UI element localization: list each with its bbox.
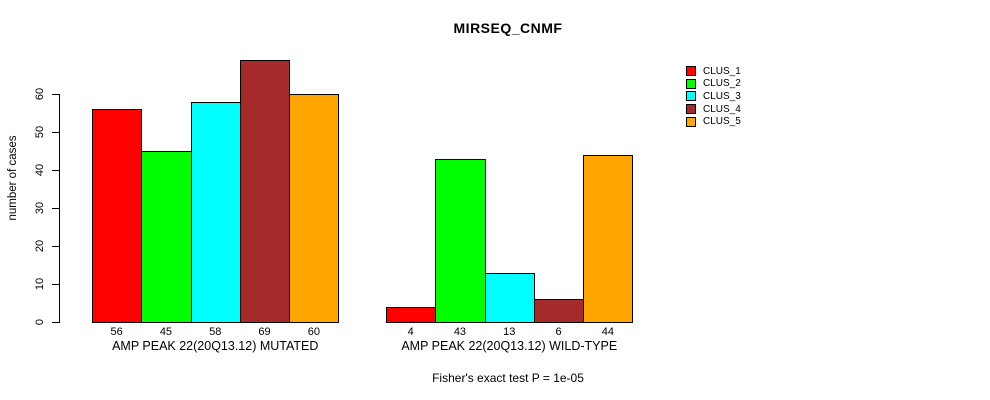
bar (484, 272, 535, 323)
legend-label: CLUS_4 (703, 103, 741, 115)
bar (190, 101, 241, 323)
bar-value-label: 13 (503, 326, 516, 338)
y-tick (52, 322, 59, 323)
bar (92, 109, 143, 323)
y-tick (52, 170, 59, 171)
legend-item: CLUS_5 (686, 115, 741, 128)
fisher-test-annotation: Fisher's exact test P = 1e-05 (432, 371, 584, 385)
legend-item: CLUS_2 (686, 78, 741, 91)
chart-title: MIRSEQ_CNMF (453, 20, 563, 36)
group-label: AMP PEAK 22(20Q13.12) WILD-TYPE (401, 339, 618, 353)
group-label: AMP PEAK 22(20Q13.12) MUTATED (112, 339, 319, 353)
legend-item: CLUS_3 (686, 90, 741, 103)
legend-swatch (686, 116, 696, 127)
bar-value-label: 69 (258, 326, 271, 338)
legend-label: CLUS_1 (703, 65, 741, 77)
legend-swatch (686, 66, 696, 77)
legend-label: CLUS_3 (703, 90, 741, 102)
bar-value-label: 43 (453, 326, 467, 338)
legend-item: CLUS_1 (686, 65, 741, 78)
y-tick (52, 284, 59, 285)
legend-swatch (686, 78, 696, 89)
y-tick-label: 40 (34, 163, 46, 177)
y-tick-label: 20 (34, 239, 46, 253)
bar (583, 154, 634, 323)
bar-value-label: 56 (110, 326, 123, 338)
y-tick (52, 94, 59, 95)
bar (239, 59, 291, 323)
bar-value-label: 6 (555, 326, 562, 338)
bar (386, 306, 437, 323)
legend-swatch (686, 104, 696, 115)
legend-label: CLUS_5 (703, 116, 741, 128)
bar-value-label: 60 (307, 326, 320, 338)
bar-value-label: 4 (407, 326, 414, 338)
y-tick (52, 246, 59, 247)
bar-value-label: 45 (159, 326, 173, 338)
bar (289, 94, 340, 323)
bar (533, 299, 585, 323)
bar (435, 158, 486, 323)
legend-swatch (686, 91, 696, 102)
y-tick-label: 30 (34, 201, 46, 215)
legend-label: CLUS_2 (703, 78, 741, 90)
legend: CLUS_1 CLUS_2 CLUS_3 CLUS_4 CLUS_5 (686, 65, 741, 128)
bar-value-label: 58 (209, 326, 222, 338)
y-tick-label: 60 (34, 87, 46, 101)
y-tick (52, 132, 59, 133)
bar-value-label: 44 (601, 326, 614, 338)
legend-item: CLUS_4 (686, 103, 741, 116)
y-tick-label: 0 (34, 318, 46, 326)
y-tick (52, 208, 59, 209)
bar (141, 151, 192, 323)
y-tick-label: 50 (34, 125, 46, 139)
y-axis-line (59, 94, 60, 323)
y-tick-label: 10 (34, 277, 46, 291)
